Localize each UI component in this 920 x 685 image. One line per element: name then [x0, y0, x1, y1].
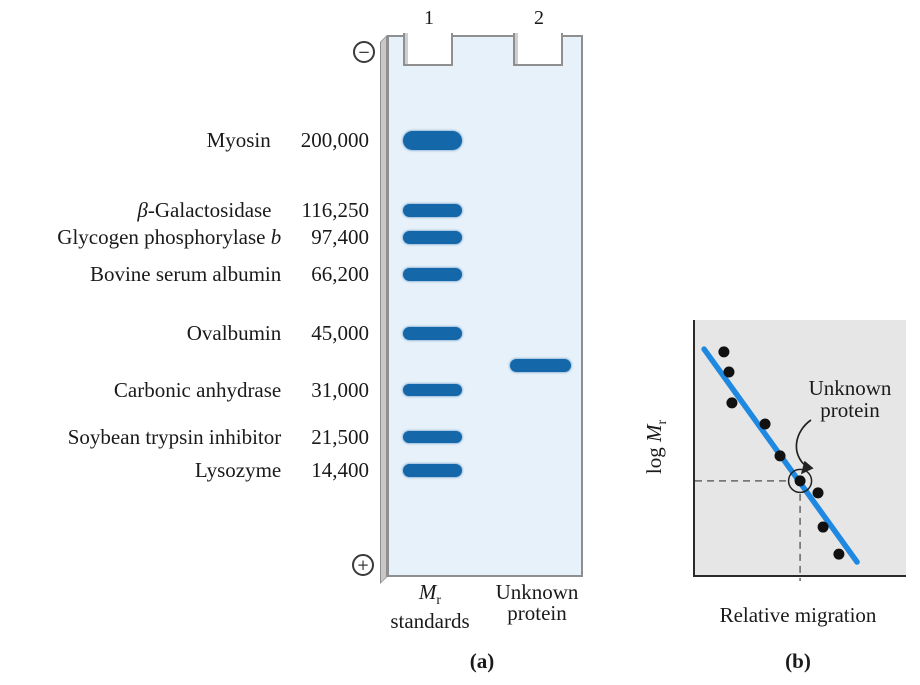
gel-slab — [387, 35, 583, 577]
standard-mr-value: 200,000 — [300, 127, 369, 152]
data-point — [774, 450, 786, 462]
standard-mr-value: 66,200 — [311, 261, 369, 286]
ylabel-prefix: log — [642, 442, 666, 475]
lane-1-label: Mr standards — [390, 582, 469, 632]
mr-subscript: r — [436, 593, 442, 609]
data-point — [726, 397, 738, 409]
standard-row: Soybean trypsin inhibitor 21,500 — [0, 424, 369, 450]
standard-row: Bovine serum albumin 66,200 — [0, 261, 369, 287]
gel-band — [402, 203, 462, 217]
standard-name: Lysozyme — [194, 457, 282, 482]
standard-name: Glycogen phosphorylase b — [57, 224, 282, 249]
gel-well-2 — [513, 33, 563, 66]
data-point — [833, 548, 845, 560]
standard-name: Myosin — [206, 127, 271, 152]
lane-2-label: Unknown protein — [496, 582, 579, 624]
ylabel-subscript: r — [655, 419, 671, 425]
standard-name: Soybean trypsin inhibitor — [67, 424, 282, 449]
y-axis-label: log Mr — [642, 387, 671, 507]
gel-band — [402, 230, 462, 244]
data-point — [718, 346, 730, 358]
lane-2-label-line1: Unknown — [495, 580, 579, 604]
standard-mr-value: 116,250 — [301, 197, 369, 222]
gel-band — [402, 463, 462, 477]
standard-row: Lysozyme 14,400 — [0, 457, 369, 483]
data-point — [723, 366, 735, 378]
ylabel-symbol: M — [642, 424, 666, 443]
lane-2-number: 2 — [534, 7, 544, 29]
lane-2-label-line2: protein — [507, 601, 567, 625]
caption-a: (a) — [469, 649, 495, 673]
standard-name: β-Galactosidase — [137, 197, 272, 222]
gel-band — [402, 431, 462, 443]
standard-mr-value: 21,500 — [311, 424, 369, 449]
gel-band — [402, 130, 462, 150]
gel-band — [402, 326, 462, 340]
lane-1-number: 1 — [424, 7, 434, 29]
gel-well-1 — [403, 33, 453, 66]
positive-electrode-icon: + — [352, 554, 374, 576]
gel-band-unknown — [510, 358, 571, 372]
annotation-line2: protein — [820, 398, 880, 422]
data-point — [759, 418, 771, 430]
standard-name: Carbonic anhydrase — [113, 377, 282, 402]
gel-band — [402, 384, 462, 396]
standard-mr-value: 31,000 — [311, 377, 369, 402]
data-point — [812, 487, 824, 499]
standard-row: Myosin 200,000 — [0, 127, 369, 153]
unknown-protein-annotation: Unknown protein — [790, 377, 910, 421]
lane-1-label-line2: standards — [390, 609, 470, 634]
standard-row: β-Galactosidase 116,250 — [0, 197, 369, 223]
caption-b: (b) — [785, 649, 811, 673]
unknown-data-point — [794, 475, 806, 487]
standard-mr-value: 45,000 — [311, 320, 369, 345]
x-axis-label: Relative migration — [719, 603, 877, 627]
curved-arrow-icon — [795, 419, 814, 475]
data-points — [718, 346, 845, 560]
mr-symbol: M — [418, 580, 437, 604]
plot-area: Unknown protein — [693, 320, 906, 581]
standard-row: Glycogen phosphorylase b 97,400 — [0, 224, 369, 250]
gel-side-strip — [380, 35, 387, 584]
annotation-line1: Unknown — [808, 376, 892, 400]
standards-label-list: Myosin 200,000 β-Galactosidase 116,250 Glyco… — [0, 0, 369, 560]
plot-svg — [695, 346, 860, 581]
gel-band — [402, 267, 462, 281]
standard-row: Carbonic anhydrase 31,000 — [0, 377, 369, 403]
negative-electrode-icon: − — [353, 41, 375, 63]
standard-mr-value: 14,400 — [311, 457, 369, 482]
data-point — [817, 521, 829, 533]
standard-name: Bovine serum albumin — [89, 261, 282, 286]
standard-name: Ovalbumin — [186, 320, 282, 345]
unknown-point-ring — [787, 468, 813, 494]
standard-mr-value: 97,400 — [311, 224, 369, 249]
standard-row: Ovalbumin 45,000 — [0, 320, 369, 346]
